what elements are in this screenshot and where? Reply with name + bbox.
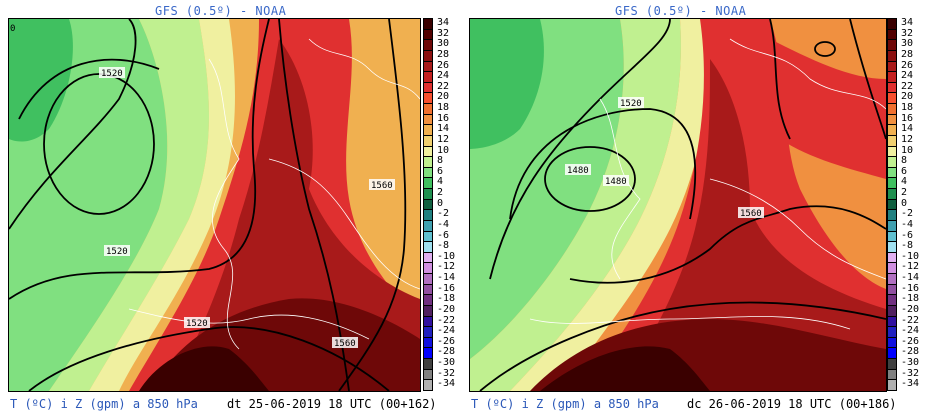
color-scale-label: -32 bbox=[437, 367, 456, 379]
color-scale-label: 2 bbox=[437, 187, 444, 199]
color-scale-label: 0 bbox=[901, 197, 908, 209]
color-scale-label: -6 bbox=[901, 229, 914, 241]
color-scale-label: -18 bbox=[901, 293, 920, 305]
corner-label: 0 bbox=[10, 24, 16, 34]
contour-label: 1480 bbox=[567, 166, 589, 176]
map-panel-right: GFS (0.5º) - NOAA bbox=[465, 0, 935, 415]
color-scale-label: -10 bbox=[901, 250, 920, 262]
color-scale-label: 34 bbox=[437, 17, 450, 28]
color-scale-label: 12 bbox=[437, 133, 450, 145]
color-scale-label: 8 bbox=[437, 155, 444, 167]
color-scale-label: 32 bbox=[901, 27, 914, 39]
temperature-map-right: 1520 1480 1480 1560 bbox=[469, 18, 887, 392]
color-scale-label: 16 bbox=[437, 112, 450, 124]
color-scale-label: -4 bbox=[437, 218, 450, 230]
color-scale-label: -4 bbox=[901, 218, 914, 230]
color-scale-label: 24 bbox=[901, 70, 914, 82]
color-scale-label: 26 bbox=[901, 59, 914, 71]
map-panel-left: GFS (0.5º) - NOAA bbox=[8, 4, 463, 411]
color-scale-label: -14 bbox=[437, 272, 456, 284]
color-scale-label: 26 bbox=[437, 59, 450, 71]
color-scale-label: -26 bbox=[437, 335, 456, 347]
color-swatch bbox=[423, 379, 433, 391]
map-graphic: 1520 1520 1520 1560 1560 bbox=[9, 19, 420, 391]
contour-label: 1560 bbox=[334, 339, 356, 349]
color-scale-label: -2 bbox=[901, 208, 914, 220]
color-scale-label: 22 bbox=[901, 80, 914, 92]
color-scale-label: -12 bbox=[437, 261, 456, 273]
color-scale-label: 2 bbox=[901, 187, 908, 199]
map-graphic: 1520 1480 1480 1560 bbox=[470, 19, 886, 391]
color-scale-label: 30 bbox=[437, 38, 450, 50]
color-scale-label: -34 bbox=[437, 378, 456, 390]
color-scale-label: 30 bbox=[901, 38, 914, 50]
color-swatch bbox=[887, 379, 897, 391]
color-scale-label: 34 bbox=[901, 17, 914, 28]
color-scale-label: 18 bbox=[437, 102, 450, 114]
variable-label: T (ºC) i Z (gpm) a 850 hPa bbox=[10, 397, 198, 411]
contour-label: 1520 bbox=[620, 99, 642, 109]
color-scale-label: -16 bbox=[437, 282, 456, 294]
color-scale-label: 14 bbox=[901, 123, 914, 135]
color-scale-label: -24 bbox=[901, 325, 920, 337]
color-scale-label: 10 bbox=[901, 144, 914, 156]
color-scale-label: 4 bbox=[901, 176, 908, 188]
color-scale-label: -2 bbox=[437, 208, 450, 220]
forecast-datetime: dc 26-06-2019 18 UTC (00+186) bbox=[687, 397, 897, 411]
contour-label: 1520 bbox=[186, 319, 208, 329]
contour-label: 1480 bbox=[605, 177, 627, 187]
color-scale-label: -18 bbox=[437, 293, 456, 305]
color-scale-label: -14 bbox=[901, 272, 920, 284]
color-scale-label: -12 bbox=[901, 261, 920, 273]
color-scale-label: 18 bbox=[901, 102, 914, 114]
contour-label: 1560 bbox=[740, 209, 762, 219]
color-scale-label: -24 bbox=[437, 325, 456, 337]
color-scale-label: -16 bbox=[901, 282, 920, 294]
color-scale-label: -20 bbox=[901, 303, 920, 315]
color-scale-label: 24 bbox=[437, 70, 450, 82]
color-scale-label: 10 bbox=[437, 144, 450, 156]
color-scale-label: 14 bbox=[437, 123, 450, 135]
color-scale-label: -20 bbox=[437, 303, 456, 315]
color-scale-label: -22 bbox=[437, 314, 456, 326]
color-scale-label: 32 bbox=[437, 27, 450, 39]
color-scale-label: 16 bbox=[901, 112, 914, 124]
color-scale-label: 28 bbox=[437, 48, 450, 60]
contour-label: 1520 bbox=[106, 247, 128, 257]
color-scale-label: 22 bbox=[437, 80, 450, 92]
contour-label: 1520 bbox=[101, 69, 123, 79]
color-scale-label: 12 bbox=[901, 133, 914, 145]
map-title: GFS (0.5º) - NOAA bbox=[155, 4, 287, 18]
color-scale-label: 20 bbox=[901, 91, 914, 103]
color-scale-label: -34 bbox=[901, 378, 920, 390]
contour-label: 1560 bbox=[371, 181, 393, 191]
color-scale-legend: 34 32 30 28 26 24 22 20 18 16 14 12 10 8 6 4 2 0 -2 -4 -6 -8-… bbox=[423, 17, 463, 391]
color-scale-label: 0 bbox=[437, 197, 444, 209]
color-scale-label: 6 bbox=[901, 165, 908, 177]
color-scale-label: -28 bbox=[901, 346, 920, 358]
variable-label: T (ºC) i Z (gpm) a 850 hPa bbox=[471, 397, 659, 411]
color-scale-label: 8 bbox=[901, 155, 908, 167]
color-scale-label: 28 bbox=[901, 48, 914, 60]
color-scale-label: -28 bbox=[437, 346, 456, 358]
color-scale-label: -8 bbox=[437, 240, 450, 252]
color-scale-label: -8 bbox=[901, 240, 914, 252]
forecast-datetime: dt 25-06-2019 18 UTC (00+162) bbox=[227, 397, 437, 411]
map-title: GFS (0.5º) - NOAA bbox=[615, 4, 747, 18]
color-scale-legend: 34 32 30 28 26 24 22 20 18 16 14 12 10 8 6 4 2 0 -2 -4 -6 -8-… bbox=[887, 17, 927, 391]
color-scale-label: -32 bbox=[901, 367, 920, 379]
color-scale-label: 6 bbox=[437, 165, 444, 177]
color-scale-label: -30 bbox=[437, 357, 456, 369]
temperature-map-left: 1520 1520 1520 1560 1560 bbox=[8, 18, 421, 392]
color-scale-label: -26 bbox=[901, 335, 920, 347]
color-scale-label: -22 bbox=[901, 314, 920, 326]
color-scale-label: -30 bbox=[901, 357, 920, 369]
color-scale-label: -6 bbox=[437, 229, 450, 241]
color-scale-label: 4 bbox=[437, 176, 444, 188]
color-scale-label: 20 bbox=[437, 91, 450, 103]
color-scale-label: -10 bbox=[437, 250, 456, 262]
